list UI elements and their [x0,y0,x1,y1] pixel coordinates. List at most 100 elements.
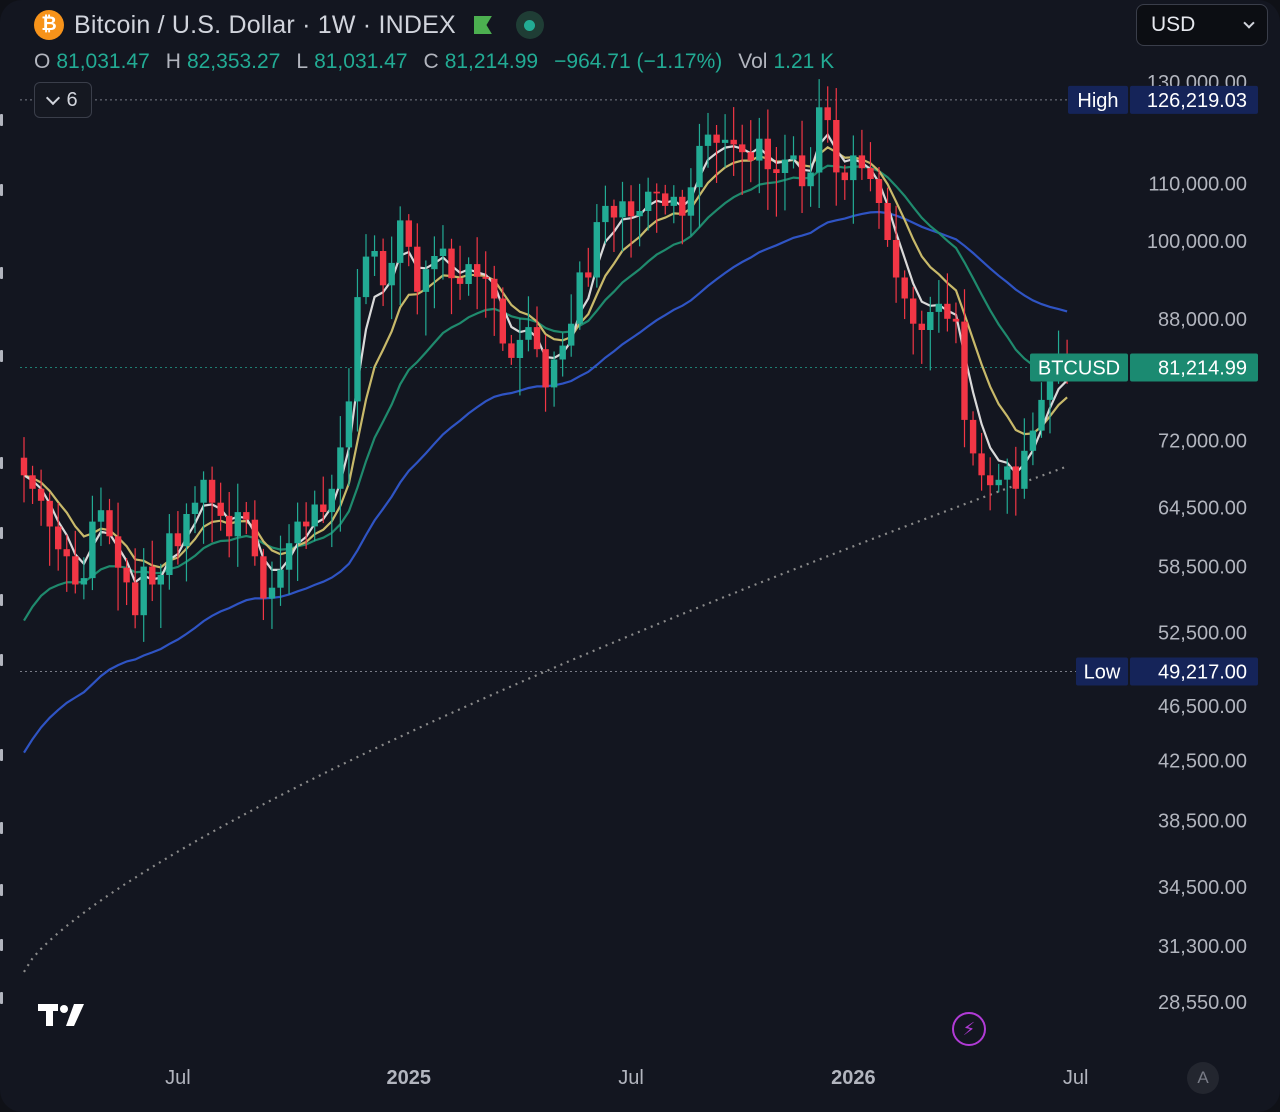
flag-icon[interactable] [472,14,494,36]
left-axis-stub [0,939,3,951]
candle-body [910,298,917,324]
candle-body [72,556,79,585]
candle-body [721,139,729,143]
candle-body [29,475,36,489]
candle-body [1029,430,1037,451]
candle-body [132,582,139,616]
candle-body [46,500,53,527]
x-tick-label: Jul [1063,1067,1089,1089]
y-tick-label: 46,500.00 [1158,696,1247,718]
last-price-label: BTCUSD [1038,358,1120,380]
chevron-down-icon [1243,16,1255,29]
candle-body [191,502,199,514]
volume-value: 1.21 K [773,50,835,73]
candle-body [448,248,455,279]
candle-body [431,256,438,270]
left-axis-stub [0,749,3,761]
candle-body [816,107,823,173]
candle-body [773,169,780,173]
candle-body [824,107,831,121]
candle-body [491,278,498,299]
candle-body [55,526,62,550]
candle-body [764,138,771,170]
y-tick-label: 42,500.00 [1158,751,1247,773]
left-axis-stub [0,654,3,666]
candle-body [277,569,284,588]
candle-body [833,120,840,173]
high-key: H [165,50,181,73]
candle-body [944,303,951,319]
candle-body [328,488,335,513]
candle-body [234,512,241,537]
indicators-toggle-button[interactable]: 6 [34,82,92,118]
ohlc-legend: O 81,031.47 H 82,353.27 L 81,031.47 C 81,214… [34,50,844,74]
candle-body [114,536,122,568]
close-value: 81,214.99 [444,50,539,73]
candle-body [157,575,164,585]
open-key: O [34,50,51,73]
candle-body [285,543,293,570]
indicator-count: 6 [66,88,78,111]
chart-header: ₿ Bitcoin / U.S. Dollar · 1W · INDEX O 81… [0,0,1130,90]
symbol-title-row[interactable]: ₿ Bitcoin / U.S. Dollar · 1W · INDEX [34,8,544,42]
candle-body [294,521,301,544]
candle-body [679,196,686,216]
candle-body [935,303,942,312]
left-axis-stub [0,457,3,469]
low-value: 49,217.00 [1158,662,1247,684]
candle-body [63,549,70,557]
x-tick-label: Jul [165,1067,191,1089]
candle-body [927,312,934,330]
candle-body [1046,376,1054,400]
auto-scale-button[interactable]: A [1187,1062,1219,1094]
bitcoin-icon: ₿ [34,10,64,40]
ma-slow-series-line [23,164,1068,622]
candle-body [884,203,891,240]
candle-body [1004,466,1011,480]
candle-body [696,145,703,188]
high-value: 126,219.03 [1147,90,1247,112]
close-key: C [423,50,439,73]
low-value: 81,031.47 [314,50,408,73]
candle-body [662,193,669,206]
tradingview-logo-icon[interactable] [38,1000,94,1030]
candle-body [593,222,600,278]
candle-body [397,220,404,263]
volume-key: Vol [738,50,768,73]
low-key: L [296,50,309,73]
candle-body [303,521,310,527]
candle-body [576,272,583,324]
candle-body [97,510,105,522]
chevron-down-icon [46,90,61,105]
candle-body [610,205,618,218]
currency-select[interactable]: USD [1136,4,1268,46]
y-tick-label: 52,500.00 [1158,622,1247,644]
candle-body [465,264,472,284]
candle-body [542,349,549,388]
candle-body [20,457,28,476]
x-tick-label: 2025 [387,1067,432,1089]
y-tick-label: 110,000.00 [1148,173,1247,195]
candle-body [961,321,968,420]
status-dot-icon[interactable] [515,11,544,39]
y-tick-label: 100,000.00 [1147,231,1247,253]
lightning-icon[interactable]: ⚡ [952,1012,986,1046]
candle-body [217,502,224,516]
candle-body [516,339,524,358]
change-value: −964.71 (−1.17%) [554,50,723,73]
candle-body [713,134,720,143]
candle-body [627,201,635,217]
low-label-badge [1076,657,1128,686]
candle-body [790,155,797,160]
ma-mid-series-line [23,145,1068,569]
candle-body [619,201,626,218]
candle-body [251,519,259,557]
candle-body [798,155,806,187]
high-value-badge [1130,85,1258,114]
candle-body [978,453,985,476]
candle-body [901,277,908,299]
x-tick-label: Jul [618,1067,644,1089]
candle-body [388,262,395,286]
left-axis-stub [0,594,3,606]
